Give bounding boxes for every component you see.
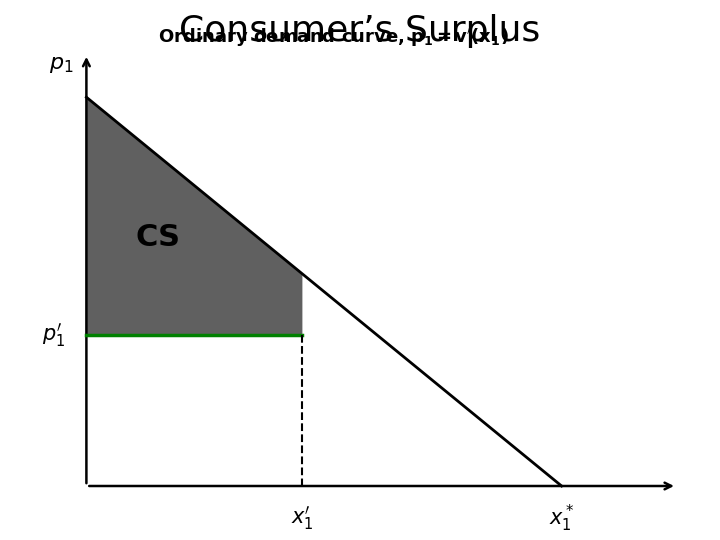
Text: $x_1^*$: $x_1^*$ — [549, 503, 575, 534]
Text: CS: CS — [136, 223, 181, 252]
Polygon shape — [86, 97, 302, 335]
Text: $x_1'$: $x_1'$ — [291, 504, 314, 532]
Text: $p_1'$: $p_1'$ — [42, 321, 66, 349]
Text: $p_1$: $p_1$ — [49, 55, 73, 75]
Text: Consumer’s Surplus: Consumer’s Surplus — [179, 14, 541, 48]
Text: Ordinary demand curve, $\mathbf{p_1 = v'(x_1)}$: Ordinary demand curve, $\mathbf{p_1 = v'… — [158, 26, 509, 49]
